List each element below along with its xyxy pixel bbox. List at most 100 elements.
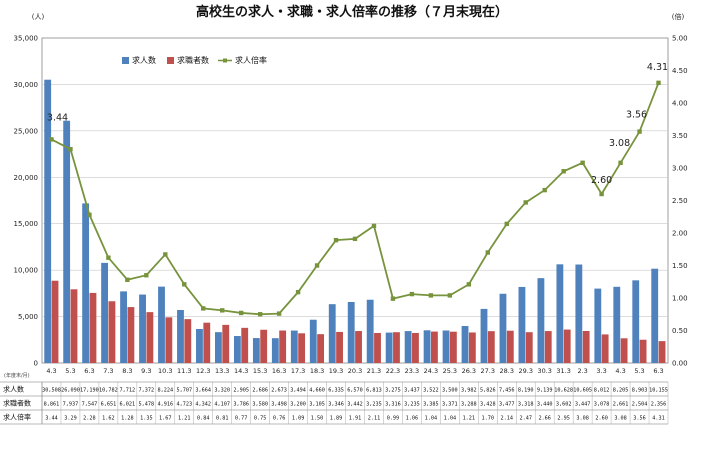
bar-job-seekers — [525, 332, 533, 363]
table-cell: 3,371 — [442, 402, 458, 408]
ratio-marker — [656, 80, 661, 86]
bar-job-seekers — [393, 332, 400, 363]
table-cell: 0.76 — [273, 416, 286, 422]
bar-job-seekers — [146, 312, 154, 363]
bar-series — [44, 79, 666, 363]
ratio-marker — [68, 146, 73, 152]
x-tick-label: 5.3 — [634, 367, 644, 375]
bar-job-seekers — [506, 330, 514, 363]
table-cell: 8,205 — [613, 388, 629, 394]
table-cell: 3,385 — [423, 402, 439, 408]
x-tick-label: 25.3 — [443, 367, 457, 375]
legend-marker-swatch — [223, 58, 227, 63]
table-cell: 3,494 — [290, 388, 306, 394]
ratio-callout: 3.44 — [47, 112, 68, 123]
table-cell: 1.04 — [425, 416, 438, 422]
bar-job-seekers — [563, 329, 571, 363]
table-row-header: 求職者数 — [3, 399, 31, 408]
bar-job-openings — [177, 310, 184, 363]
right-tick-label: 0.00 — [672, 360, 688, 368]
x-tick-label: 9.3 — [141, 367, 151, 375]
bar-job-seekers — [620, 338, 628, 363]
bar-job-openings — [651, 268, 659, 363]
x-tick-label: 6.3 — [84, 367, 94, 375]
bar-job-seekers — [355, 331, 362, 363]
x-tick-label: 2.3 — [577, 367, 587, 375]
x-tick-label: 11.3 — [177, 367, 191, 375]
x-tick-label: 17.3 — [291, 367, 305, 375]
bar-job-openings — [404, 331, 412, 363]
ratio-marker — [390, 296, 396, 301]
table-cell: 3,602 — [556, 402, 572, 408]
right-tick-label: 2.50 — [672, 197, 688, 205]
x-tick-label: 7.3 — [103, 367, 113, 375]
x-tick-label: 31.3 — [556, 367, 570, 375]
x-tick-label: 12.3 — [196, 367, 210, 375]
ratio-marker — [295, 289, 301, 295]
ratio-marker — [220, 308, 225, 313]
x-tick-label: 15.3 — [253, 367, 267, 375]
ratio-line-series — [49, 80, 661, 317]
ratio-callout: 3.08 — [609, 138, 630, 149]
bar-job-seekers — [658, 341, 666, 363]
bar-job-openings — [575, 264, 583, 363]
ratio-marker — [182, 282, 187, 287]
bar-job-seekers — [165, 317, 173, 363]
ratio-callout: 3.56 — [626, 110, 647, 121]
left-tick-label: 35,000 — [14, 35, 39, 43]
table-cell: 3,318 — [518, 402, 534, 408]
right-tick-label: 2.00 — [672, 230, 688, 238]
table-cell: 3,982 — [461, 388, 477, 394]
left-tick-label: 20,000 — [14, 174, 39, 182]
table-cell: 1.62 — [102, 416, 115, 422]
ratio-marker — [618, 160, 623, 165]
table-cell: 3.08 — [576, 416, 589, 422]
ratio-callouts: 3.44 2.60 3.08 3.56 4.31 — [47, 62, 668, 186]
table-cell: 0.84 — [197, 416, 210, 422]
table-cell: 1.50 — [311, 416, 324, 422]
table-cell: 1.04 — [444, 416, 457, 422]
x-tick-label: 29.3 — [518, 367, 532, 375]
bar-job-seekers — [260, 329, 268, 363]
bar-job-seekers — [241, 327, 249, 363]
table-cell: 5,478 — [139, 402, 155, 408]
table-cell: 8,903 — [632, 388, 648, 394]
table-cell: 3,664 — [195, 388, 211, 394]
table-cell: 3,437 — [404, 388, 420, 394]
table-cell: 3,580 — [252, 402, 268, 408]
x-tick-label: 4.3 — [46, 367, 56, 375]
left-tick-label: 0 — [34, 360, 38, 368]
table-cell: 2.60 — [595, 416, 608, 422]
left-tick-label: 5,000 — [18, 313, 38, 321]
chart-title: 高校生の求人・求職・求人倍率の推移（７月末現在） — [196, 4, 508, 20]
x-tick-label: 27.3 — [481, 367, 495, 375]
table-cell: 7,937 — [63, 402, 79, 408]
x-tick-label: 13.3 — [215, 367, 229, 375]
bar-job-openings — [309, 319, 317, 363]
table-cell: 3,440 — [537, 402, 553, 408]
x-axis-labels: 4.3 5.3 6.3 7.3 8.3 9.3 10.3 11.3 12.3 13.3 14.3 15… — [46, 367, 663, 375]
table-cell: 3.29 — [64, 416, 77, 422]
table-cell: 5,707 — [176, 388, 192, 394]
table-cell: 4.31 — [652, 416, 665, 422]
table-cell: 6,335 — [328, 388, 344, 394]
table-cell: 3,428 — [480, 402, 496, 408]
bar-job-seekers — [601, 334, 609, 363]
bar-job-seekers — [582, 330, 590, 363]
table-cell: 2,356 — [651, 402, 667, 408]
ratio-marker — [447, 293, 453, 298]
left-tick-label: 15,000 — [14, 220, 39, 228]
x-tick-label: 24.3 — [424, 367, 438, 375]
table-cell: 1.91 — [349, 416, 362, 422]
table-cell: 1.28 — [121, 416, 134, 422]
table-cell: 2,673 — [271, 388, 287, 394]
bar-job-openings — [385, 332, 393, 363]
bar-job-seekers — [127, 307, 135, 363]
ratio-marker — [125, 277, 130, 282]
ratio-marker — [504, 221, 509, 227]
bar-job-openings — [215, 332, 222, 363]
bar-job-seekers — [89, 292, 97, 363]
table-cell: 7,372 — [139, 388, 155, 394]
ratio-marker — [599, 191, 604, 197]
table-cell: 2,504 — [632, 402, 648, 408]
